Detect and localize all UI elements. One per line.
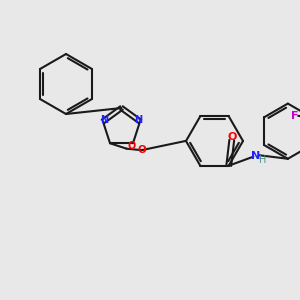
Text: O: O [138,145,146,154]
Text: N: N [134,115,142,125]
Text: O: O [127,141,136,151]
Text: N: N [251,151,260,161]
Text: F: F [291,111,298,121]
Text: O: O [228,132,237,142]
Text: H: H [259,155,266,165]
Text: N: N [100,115,109,125]
